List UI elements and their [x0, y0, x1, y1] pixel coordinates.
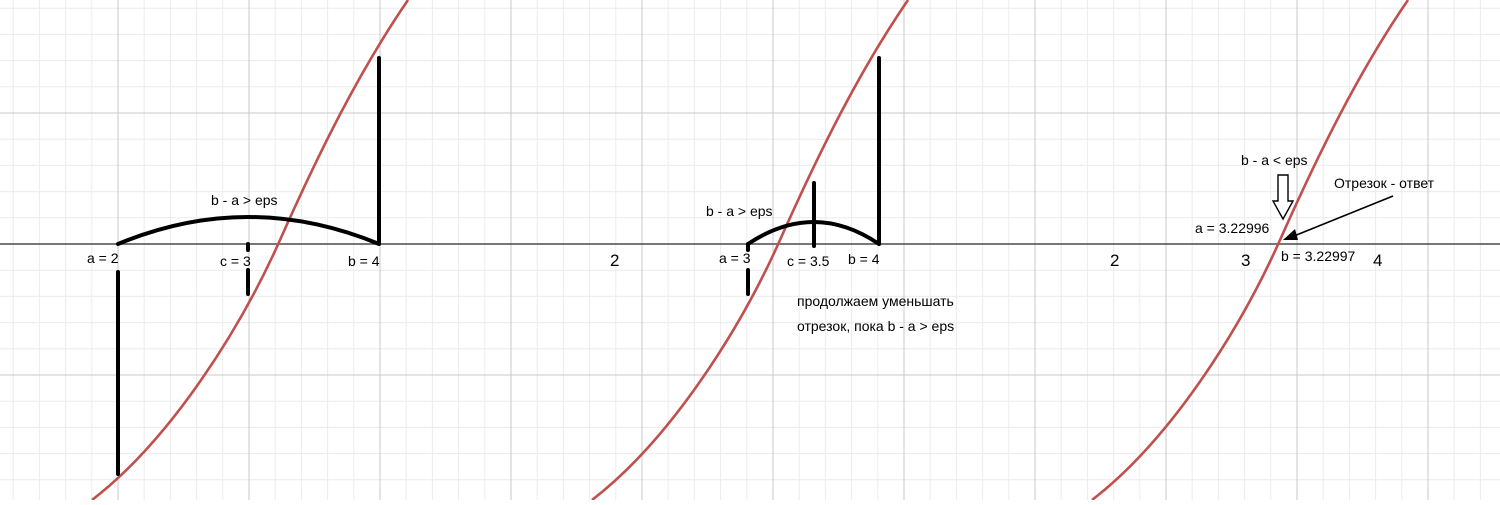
pointer-arrow-line	[1293, 195, 1394, 237]
comparison-label: b - a > eps	[706, 203, 773, 219]
note-line-2: отрезок, пока b - a > eps	[797, 318, 954, 334]
label-c: c = 3	[220, 253, 251, 269]
down-arrow-icon	[1271, 174, 1295, 221]
note-line-1: продолжаем уменьшать	[797, 293, 954, 309]
interval-arc	[116, 215, 381, 246]
answer-label: Отрезок - ответ	[1334, 175, 1435, 191]
label-b: b = 4	[348, 253, 380, 269]
label-b: b = 3.22997	[1281, 248, 1356, 264]
panel-3: 2 3 4 b - a < eps Отрезок - ответ a = 3.…	[1110, 152, 1435, 270]
panel-2: 2 b - a > eps a = 3 c = 3.5 b = 4 продол…	[610, 56, 954, 334]
interval-arc	[746, 220, 881, 246]
panel-1: b - a > eps a = 2 c = 3 b = 4	[87, 56, 381, 476]
function-curve-panel-1	[91, 0, 410, 502]
tick-label-4: 4	[1373, 251, 1382, 270]
comparison-label: b - a < eps	[1241, 152, 1308, 168]
tick-label-2: 2	[610, 251, 619, 270]
tick-label-2: 2	[1110, 251, 1119, 270]
function-curve-panel-3	[1091, 0, 1410, 502]
label-c: c = 3.5	[787, 253, 830, 269]
tick-label-3: 3	[1241, 251, 1250, 270]
label-b: b = 4	[848, 251, 880, 267]
function-curve-panel-2	[591, 0, 910, 502]
label-a: a = 2	[87, 250, 119, 266]
label-a: a = 3.22996	[1195, 220, 1270, 236]
label-a: a = 3	[719, 250, 751, 266]
pointer-arrow-icon	[1283, 229, 1298, 240]
comparison-label: b - a > eps	[211, 192, 278, 208]
